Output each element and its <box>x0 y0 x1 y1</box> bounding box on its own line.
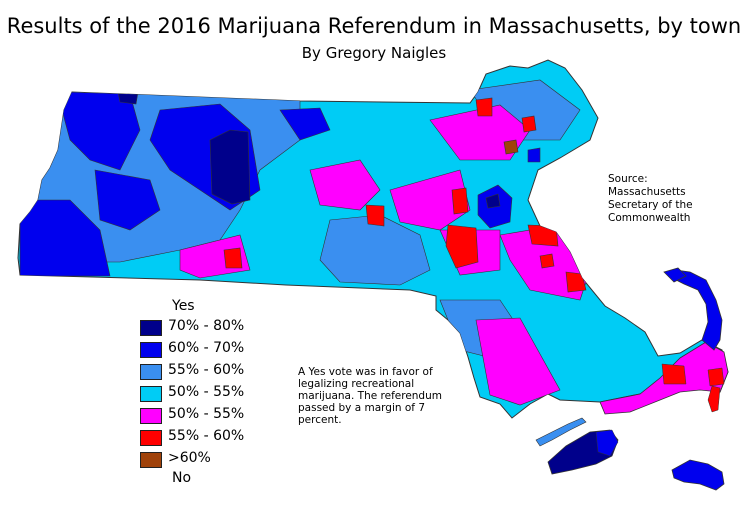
legend-swatch <box>140 408 162 424</box>
region-brown <box>503 139 519 155</box>
region-north-60-70 <box>279 107 331 141</box>
source-citation: Source: Massachusetts Secretary of the C… <box>608 173 693 224</box>
region-red-5 <box>539 253 555 269</box>
region-central-magenta <box>309 159 381 211</box>
map-title: Results of the 2016 Marijuana Referendum… <box>6 14 742 38</box>
region-red-1 <box>365 204 385 227</box>
region-worcester-magenta <box>389 169 471 231</box>
region-red-3 <box>451 187 469 215</box>
legend-label: 50% - 55% <box>168 406 245 422</box>
region-berkshires-60-70 <box>19 199 111 277</box>
legend-swatch <box>140 364 162 380</box>
legend-swatch <box>140 430 162 446</box>
region-central-55-60 <box>319 214 431 286</box>
legend-swatch <box>140 342 162 358</box>
legend-yes-header: Yes <box>172 298 195 314</box>
legend-label: 60% - 70% <box>168 340 245 356</box>
legend-swatch <box>140 452 162 468</box>
region-red-8 <box>475 97 493 117</box>
region-pioneer-valley-70-80 <box>209 129 251 205</box>
region-red-9 <box>521 115 537 133</box>
marthas-vineyard-east <box>595 429 619 457</box>
legend-label: 55% - 60% <box>168 362 245 378</box>
nantucket <box>671 459 725 491</box>
map-subtitle: By Gregory Naigles <box>301 44 447 62</box>
legend-label: >60% <box>168 450 211 466</box>
legend-swatch <box>140 386 162 402</box>
legend-label: 50% - 55% <box>168 384 245 400</box>
region-cambridge-70-80 <box>485 193 501 209</box>
region-red-6 <box>565 271 587 293</box>
legend-label: 70% - 80% <box>168 318 245 334</box>
cape-cod-red-tip <box>707 385 721 413</box>
legend-label: 55% - 60% <box>168 428 245 444</box>
region-west-block-60-70 <box>94 169 161 231</box>
region-southcoast-magenta <box>475 317 561 406</box>
region-north-boston-blue <box>527 147 541 163</box>
elizabeth-islands <box>535 417 587 447</box>
provincetown <box>663 267 687 283</box>
cape-cod-red-2 <box>707 367 725 387</box>
region-red-2 <box>445 224 479 269</box>
region-red-4 <box>527 224 559 247</box>
cape-cod-red-1 <box>661 363 687 385</box>
region-red-7 <box>223 247 243 269</box>
referendum-note: A Yes vote was in favor of legalizing re… <box>298 366 442 426</box>
legend-swatch <box>140 320 162 336</box>
outer-cape-60-70 <box>671 269 723 351</box>
legend-no-header: No <box>172 470 192 486</box>
